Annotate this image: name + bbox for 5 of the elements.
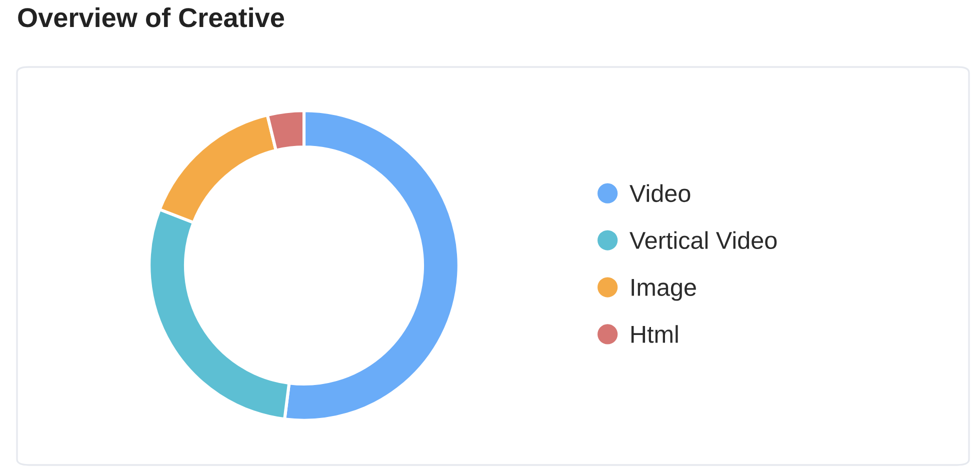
legend-label: Video: [630, 184, 690, 202]
chart-title: Overview of Creative: [18, 7, 284, 28]
legend-label: Html: [631, 325, 678, 343]
legend-label: Vertical Video: [630, 231, 777, 250]
legend-label: Image: [632, 279, 696, 301]
